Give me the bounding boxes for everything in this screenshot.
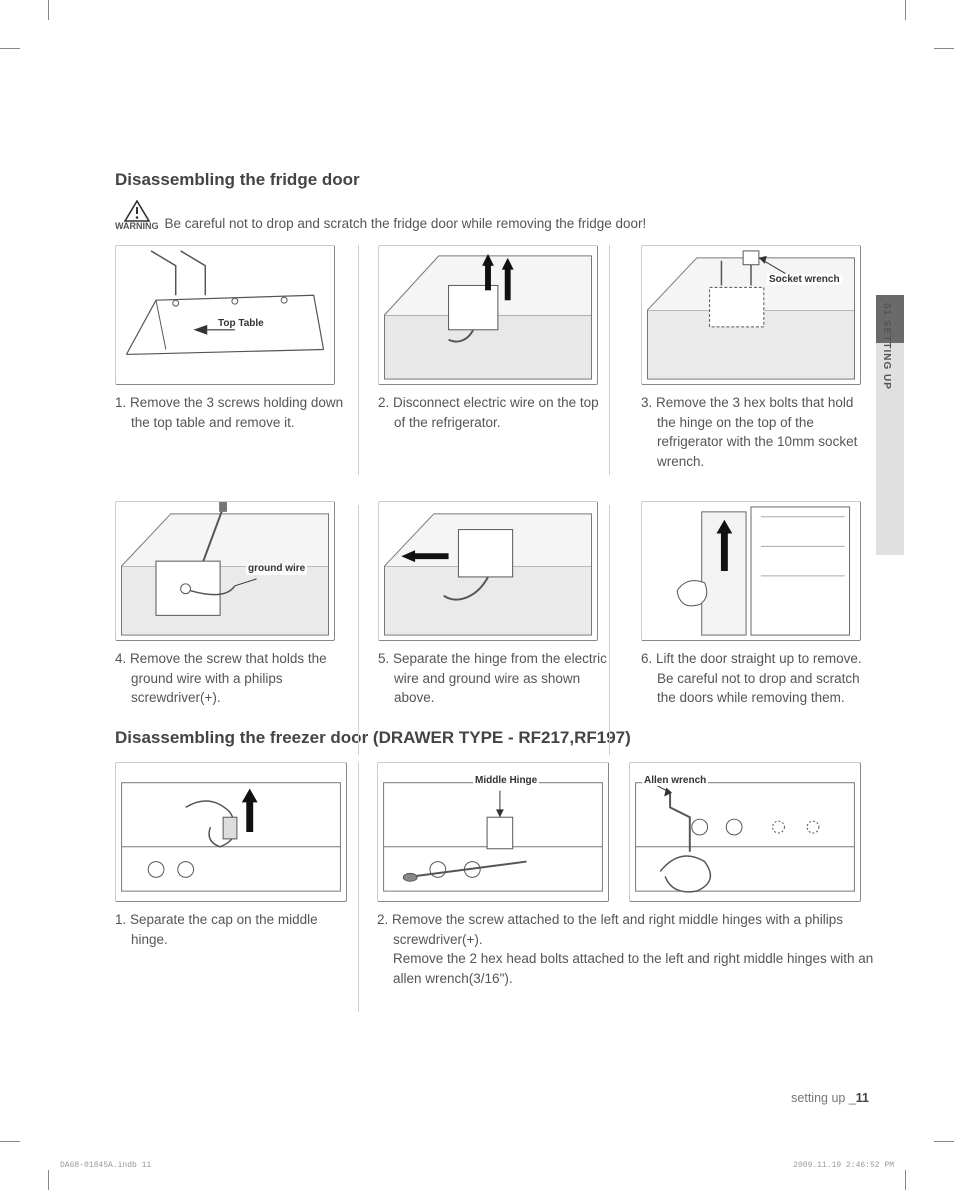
section-tab: 01 SETTING UP: [876, 295, 904, 555]
warning-icon: WARNING: [115, 200, 159, 231]
figure-1: Top Table: [115, 245, 335, 385]
step-b1: 1. Separate the cap on the middle hinge.: [115, 762, 347, 988]
figure-b1: [115, 762, 347, 902]
callout-socket-wrench: Socket wrench: [767, 274, 842, 285]
step-2: 2. Disconnect electric wire on the top o…: [378, 245, 611, 471]
crop-mark: [905, 1170, 906, 1190]
footer-section: setting up _: [791, 1091, 856, 1105]
section1-title: Disassembling the fridge door: [115, 170, 874, 190]
step-5-text: 5. Separate the hinge from the electric …: [378, 649, 611, 708]
print-timestamp: 2009.11.19 2:46:52 PM: [793, 1161, 894, 1170]
crop-mark: [48, 1170, 49, 1190]
crop-mark: [934, 48, 954, 49]
step-4-text: 4. Remove the screw that holds the groun…: [115, 649, 348, 708]
page-footer: setting up _11: [791, 1091, 869, 1105]
print-filename: DA68-01845A.indb 11: [60, 1161, 151, 1170]
crop-mark: [905, 0, 906, 20]
figure-5: [378, 501, 598, 641]
footer-page-number: 11: [856, 1091, 869, 1105]
step-6: 6. Lift the door straight up to remove. …: [641, 501, 874, 708]
crop-mark: [0, 1141, 20, 1142]
crop-mark: [934, 1141, 954, 1142]
figure-4: ground wire: [115, 501, 335, 641]
divider: [358, 762, 359, 1012]
callout-top-table: Top Table: [216, 318, 266, 329]
crop-mark: [48, 0, 49, 20]
figure-2: [378, 245, 598, 385]
crop-mark: [0, 48, 20, 49]
section-tab-label: 01 SETTING UP: [881, 303, 892, 390]
step-6-text: 6. Lift the door straight up to remove. …: [641, 649, 874, 708]
warning-text: Be careful not to drop and scratch the f…: [165, 216, 647, 231]
callout-middle-hinge: Middle Hinge: [473, 775, 539, 786]
step-1-text: 1. Remove the 3 screws holding down the …: [115, 393, 348, 432]
warning-label: WARNING: [115, 222, 159, 231]
figure-6: [641, 501, 861, 641]
callout-allen-wrench: Allen wrench: [642, 775, 708, 786]
step-b1-text: 1. Separate the cap on the middle hinge.: [115, 910, 347, 949]
figure-3: Socket wrench: [641, 245, 861, 385]
step-2-text: 2. Disconnect electric wire on the top o…: [378, 393, 611, 432]
section2-title: Disassembling the freezer door (DRAWER T…: [115, 728, 874, 748]
step-3-text: 3. Remove the 3 hex bolts that hold the …: [641, 393, 874, 471]
step-5: 5. Separate the hinge from the electric …: [378, 501, 611, 708]
callout-ground-wire: ground wire: [246, 564, 307, 575]
divider: [358, 505, 359, 755]
figure-b2a: Middle Hinge: [377, 762, 609, 902]
warning-row: WARNING Be careful not to drop and scrat…: [115, 200, 874, 231]
step-b2: Middle Hinge Allen w: [377, 762, 874, 988]
divider: [358, 245, 359, 475]
step-4: ground wire 4. Remove the screw that hol…: [115, 501, 348, 708]
step-3: Socket wrench 3. Remove the 3 hex bolts …: [641, 245, 874, 471]
step-1: Top Table 1. Remove the 3 screws holding…: [115, 245, 348, 471]
figure-b2b: Allen wrench: [629, 762, 861, 902]
step-b2-text: 2. Remove the screw attached to the left…: [377, 910, 874, 988]
